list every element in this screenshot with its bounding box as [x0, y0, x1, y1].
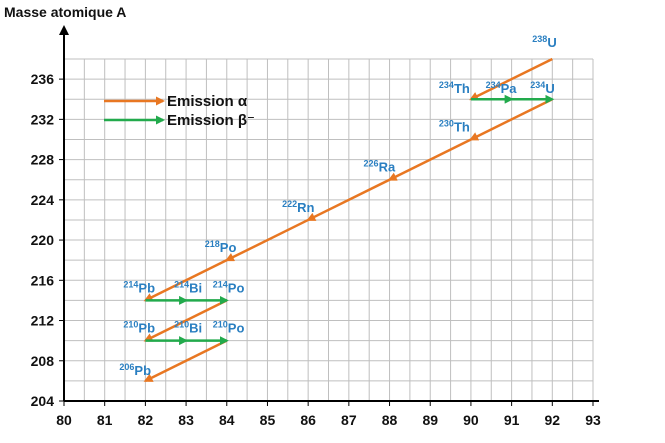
element-symbol: U — [547, 35, 556, 50]
mass-number: 234 — [530, 80, 545, 90]
element-symbol: Pb — [138, 321, 155, 336]
mass-number: 230 — [439, 118, 454, 128]
legend-beta-label: Emission β⁻ — [167, 112, 255, 129]
alpha-decay-arrow — [143, 299, 228, 342]
x-tick-label: 93 — [585, 412, 601, 428]
y-tick-labels: 204 208 212 216 220 224 228 232 236 — [31, 71, 64, 409]
x-tick-label: 92 — [545, 412, 561, 428]
y-tick-label: 212 — [31, 313, 55, 329]
x-tick-label: 88 — [382, 412, 398, 428]
x-tick-label: 87 — [341, 412, 357, 428]
nuclide-label: 222Rn — [282, 199, 314, 215]
mass-number: 222 — [282, 199, 297, 209]
mass-number: 234 — [486, 80, 501, 90]
y-tick-label: 220 — [31, 232, 55, 248]
alpha-decay-arrow — [387, 138, 472, 181]
y-axis-title: Masse atomique A — [4, 4, 126, 20]
y-tick-label: 208 — [31, 353, 55, 369]
alpha-decay-arrow — [224, 218, 309, 262]
y-tick-label: 232 — [31, 111, 55, 127]
x-tick-label: 90 — [463, 412, 479, 428]
element-symbol: Ra — [379, 160, 396, 175]
nuclide-label: 210Pb — [123, 320, 155, 336]
legend: Emission α Emission β⁻ — [104, 93, 255, 129]
y-tick-label: 224 — [31, 192, 55, 208]
alpha-decay-arrow — [469, 98, 553, 141]
mass-number: 210 — [174, 320, 189, 330]
element-symbol: Pb — [134, 363, 151, 378]
nuclide-label: 214Pb — [123, 279, 155, 295]
mass-number: 210 — [213, 320, 228, 330]
alpha-decay-arrow — [143, 339, 228, 383]
element-symbol: Th — [454, 81, 470, 96]
mass-number: 214 — [174, 279, 189, 289]
legend-alpha-label: Emission α — [167, 93, 248, 110]
element-symbol: Po — [220, 240, 237, 255]
alpha-decay-arrow — [306, 178, 391, 222]
x-tick-label: 83 — [178, 412, 194, 428]
element-symbol: Pb — [138, 280, 155, 295]
element-symbol: Po — [228, 280, 245, 295]
mass-number: 210 — [123, 320, 138, 330]
nuclide-label: 238U — [532, 34, 556, 50]
x-tick-label: 89 — [422, 412, 438, 428]
x-tick-label: 86 — [300, 412, 316, 428]
mass-number: 218 — [205, 239, 220, 249]
nuclide-label: 230Th — [439, 118, 470, 134]
element-symbol: Bi — [189, 321, 202, 336]
nuclide-label: 214Bi — [174, 279, 202, 295]
y-tick-label: 216 — [31, 272, 55, 288]
nuclide-label: 226Ra — [364, 159, 396, 175]
x-tick-labels: 80 81 82 83 84 85 86 87 88 89 90 91 92 93 — [56, 401, 601, 428]
element-symbol: Th — [454, 119, 470, 134]
x-tick-label: 82 — [138, 412, 154, 428]
axes — [59, 25, 599, 402]
y-tick-label: 228 — [31, 152, 55, 168]
nuclide-label: 234Pa — [486, 80, 518, 96]
nuclide-label: 206Pb — [119, 362, 151, 378]
x-tick-label: 91 — [504, 412, 520, 428]
mass-number: 206 — [119, 362, 134, 372]
nuclide-label: 218Po — [205, 239, 237, 255]
x-tick-label: 84 — [219, 412, 235, 428]
nuclide-label: 210Po — [213, 320, 245, 336]
element-symbol: Pa — [501, 81, 518, 96]
y-tick-label: 236 — [31, 71, 55, 87]
alpha-decay-arrow — [469, 57, 553, 101]
element-symbol: U — [545, 81, 554, 96]
grid — [64, 58, 594, 401]
nuclide-label: 234U — [530, 80, 554, 96]
x-tick-label: 80 — [56, 412, 72, 428]
mass-number: 226 — [364, 159, 379, 169]
x-tick-label: 85 — [260, 412, 276, 428]
nuclide-label: 214Po — [213, 279, 245, 295]
element-symbol: Po — [228, 321, 245, 336]
y-tick-label: 204 — [31, 393, 55, 409]
mass-number: 238 — [532, 34, 547, 44]
mass-number: 234 — [439, 80, 454, 90]
element-symbol: Rn — [297, 200, 314, 215]
nuclide-label: 210Bi — [174, 320, 202, 336]
element-symbol: Bi — [189, 280, 202, 295]
mass-number: 214 — [213, 279, 228, 289]
nuclide-label: 234Th — [439, 80, 470, 96]
x-tick-label: 81 — [97, 412, 113, 428]
mass-number: 214 — [123, 279, 138, 289]
decay-arrows — [143, 57, 555, 383]
alpha-decay-arrow — [143, 259, 228, 302]
